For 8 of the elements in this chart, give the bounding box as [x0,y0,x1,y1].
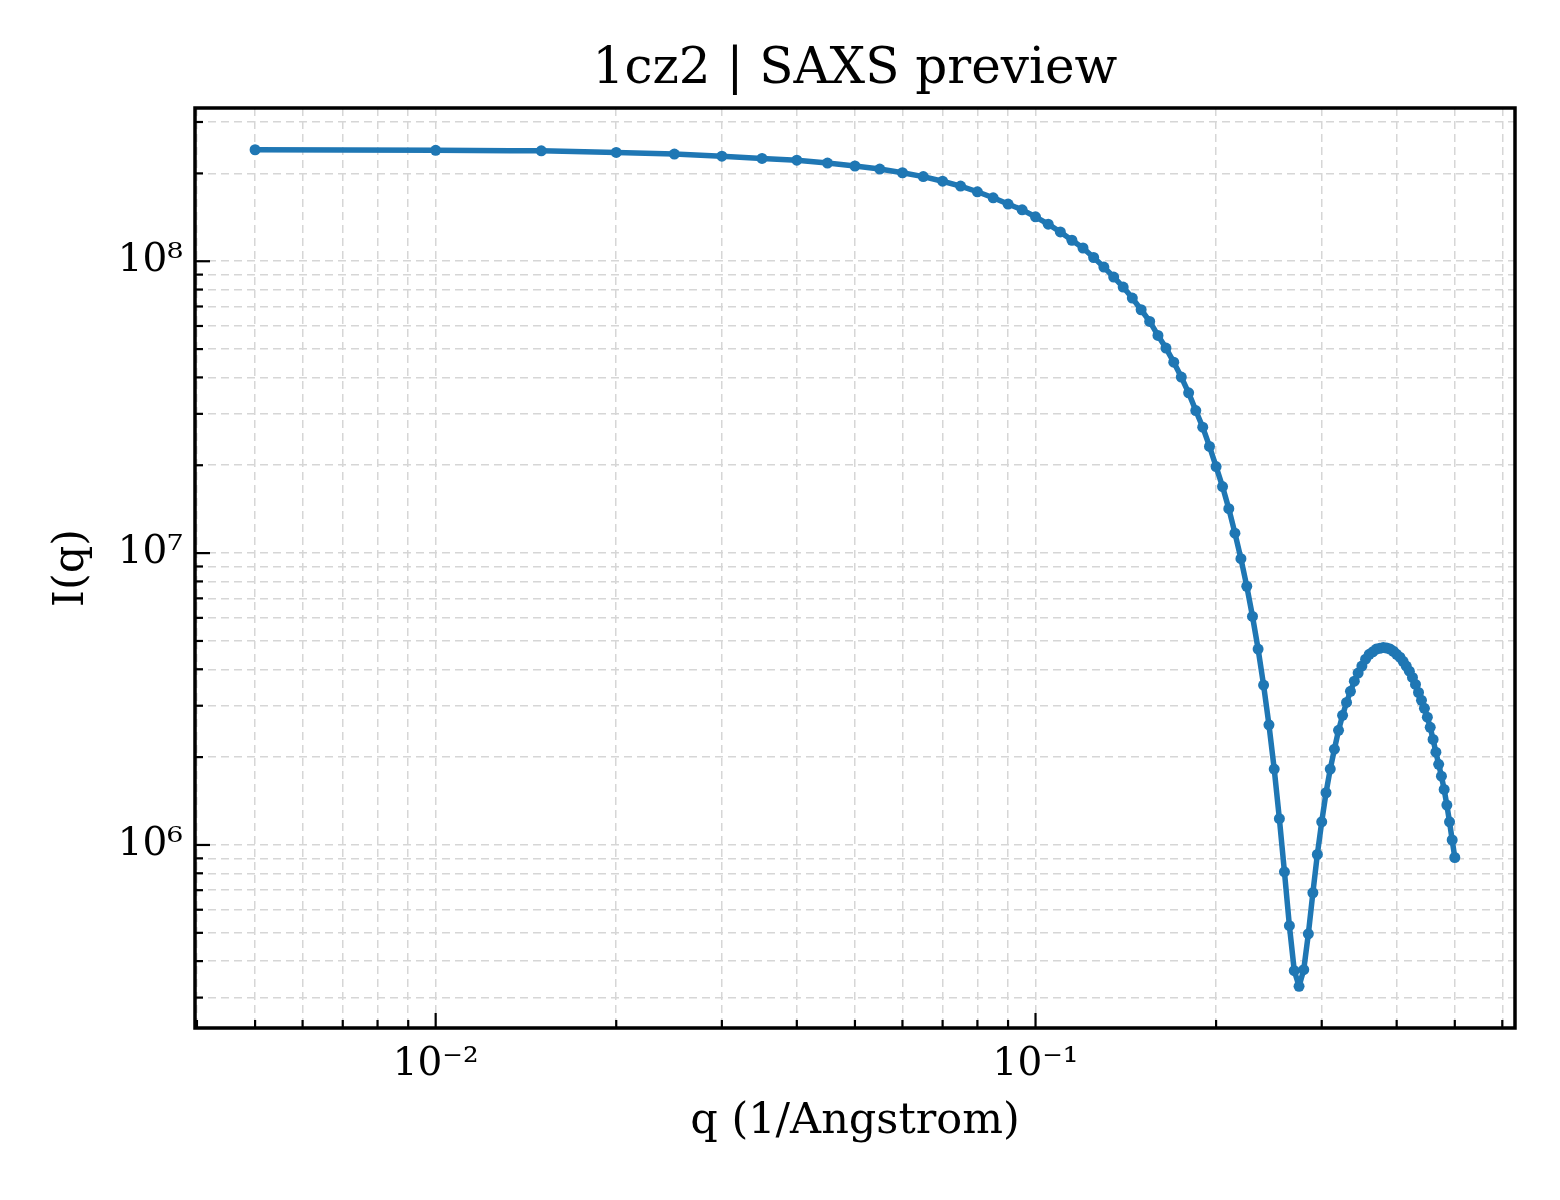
y-tick-label: 10⁶ [117,819,183,865]
x-tick-label: 10⁻¹ [992,1038,1079,1084]
x-axis-title: q (1/Angstrom) [690,1093,1020,1144]
y-axis-title: I(q) [42,528,93,608]
chart-title: 1cz2 | SAXS preview [592,36,1118,95]
y-tick-label: 10⁸ [117,235,183,281]
y-tick-label: 10⁷ [117,527,183,573]
x-tick-label: 10⁻² [392,1038,479,1084]
